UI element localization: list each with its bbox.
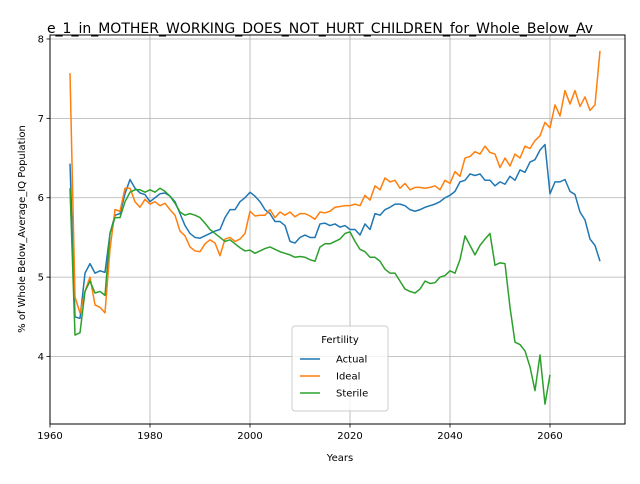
series-line-ideal: [69, 50, 601, 314]
legend: Fertility Actual Ideal Sterile: [291, 325, 389, 412]
legend-label-actual: Actual: [336, 355, 367, 366]
plot-frame: [49, 34, 626, 425]
y-tick-label: 5: [38, 273, 44, 284]
x-tick-label: 2020: [337, 431, 362, 442]
legend-title: Fertility: [321, 335, 359, 346]
series-line-sterile: [69, 187, 551, 405]
x-tick-label: 1960: [37, 431, 62, 442]
chart-title: e_1_in_MOTHER_WORKING_DOES_NOT_HURT_CHIL…: [47, 21, 593, 37]
grid: [49, 35, 625, 424]
y-tick-label: 4: [38, 352, 44, 363]
y-tick-label: 6: [38, 193, 44, 204]
y-tick-label: 7: [38, 114, 44, 125]
x-tick-label: 2040: [437, 431, 462, 442]
legend-items: Actual Ideal Sterile: [300, 355, 368, 400]
x-tick-label: 2000: [237, 431, 262, 442]
x-axis-label: Years: [326, 453, 353, 464]
legend-label-ideal: Ideal: [336, 372, 360, 383]
axes: 1960 1980 2000 2020 2040 2060 4 5 6 7 8: [37, 34, 562, 442]
y-axis-label: % of Whole Below_Average_IQ Population: [17, 125, 28, 333]
series-line-actual: [69, 143, 601, 320]
plot-lines: [69, 50, 601, 405]
legend-label-sterile: Sterile: [336, 389, 368, 400]
x-tick-label: 2060: [537, 431, 562, 442]
x-tick-label: 1980: [137, 431, 162, 442]
legend-box: [291, 325, 389, 412]
y-tick-label: 8: [38, 34, 44, 45]
